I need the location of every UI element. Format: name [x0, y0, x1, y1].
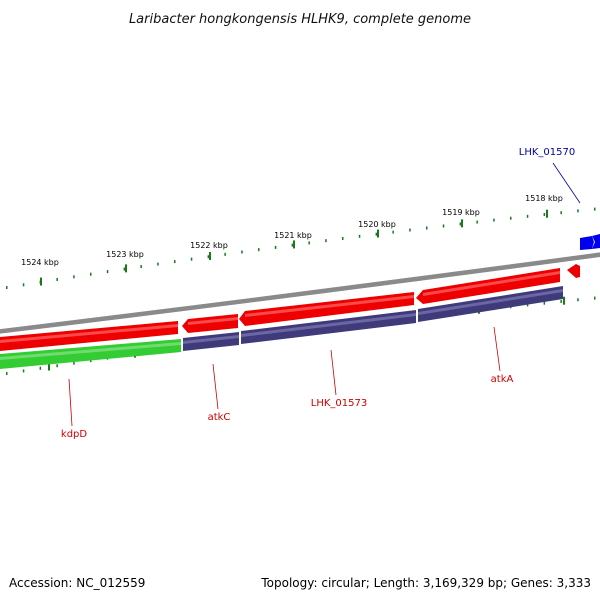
minor-tick: [190, 257, 193, 261]
major-tick: [377, 229, 379, 238]
minor-tick: [560, 211, 562, 215]
minor-tick: [543, 301, 546, 305]
minor-tick: [140, 265, 142, 269]
minor-tick: [325, 239, 327, 243]
minor-tick: [426, 226, 428, 230]
minor-tick: [6, 372, 8, 376]
minor-tick: [258, 248, 260, 252]
major-tick: [563, 296, 565, 305]
map-title: Laribacter hongkongensis HLHK9, complete…: [129, 12, 471, 27]
minor-tick: [73, 361, 75, 365]
major-tick: [125, 264, 127, 273]
forward-strand-features: [0, 264, 580, 351]
gene-label-atka[interactable]: atkA: [491, 374, 514, 385]
minor-tick: [409, 228, 411, 232]
minor-tick: [90, 359, 92, 363]
minor-tick: [442, 224, 445, 228]
gene-labels: LHK_01570 kdpD atkC LHK_01573 atkA: [61, 147, 575, 440]
minor-tick: [174, 260, 176, 264]
minor-tick: [358, 234, 361, 238]
minor-tick: [6, 286, 8, 290]
outer-tick-ring: [6, 207, 596, 290]
gene-label-atkc[interactable]: atkC: [208, 412, 231, 423]
minor-tick: [123, 267, 126, 271]
minor-tick: [274, 245, 277, 249]
minor-tick: [594, 296, 596, 300]
major-tick: [293, 240, 295, 249]
major-tick: [40, 277, 42, 286]
genome-summary-text: Topology: circular; Length: 3,169,329 bp…: [260, 576, 591, 590]
label-leaders: [68, 162, 581, 427]
kbp-labels: 1524 kbp 1523 kbp 1522 kbp 1521 kbp 1520…: [21, 194, 563, 267]
minor-tick: [224, 252, 226, 256]
minor-tick: [56, 364, 58, 368]
accession-text: Accession: NC_012559: [9, 576, 145, 590]
minor-tick: [308, 241, 310, 245]
minor-tick: [577, 209, 579, 213]
kbp-label-1521: 1521 kbp: [274, 231, 312, 240]
genome-backbone: [0, 252, 600, 334]
minor-tick: [493, 218, 495, 222]
minor-tick: [73, 275, 75, 279]
minor-tick: [56, 277, 58, 281]
major-tick: [48, 362, 50, 371]
minor-tick: [392, 230, 394, 234]
kbp-label-1523: 1523 kbp: [106, 250, 144, 259]
minor-tick: [594, 207, 596, 211]
minor-tick: [577, 298, 579, 302]
kbp-label-1518: 1518 kbp: [525, 194, 563, 203]
gene-blue-lhk01570[interactable]: [580, 234, 600, 250]
gene-label-kdpd[interactable]: kdpD: [61, 429, 87, 440]
minor-tick: [22, 369, 25, 373]
minor-tick: [543, 212, 546, 216]
minor-tick: [90, 272, 92, 276]
minor-tick: [560, 299, 562, 303]
gene-label-lhk01570[interactable]: LHK_01570: [519, 147, 575, 158]
minor-tick: [342, 236, 344, 240]
minor-tick: [207, 255, 210, 259]
minor-tick: [526, 303, 529, 307]
minor-tick: [510, 216, 512, 220]
reverse-strand-features: [0, 286, 563, 369]
minor-tick: [241, 250, 243, 254]
minor-tick: [526, 214, 529, 218]
kbp-label-1520: 1520 kbp: [358, 220, 396, 229]
kbp-label-1522: 1522 kbp: [190, 241, 228, 250]
cds-arrow-5[interactable]: [567, 264, 580, 278]
minor-tick: [459, 222, 462, 226]
minor-tick: [157, 262, 159, 266]
minor-tick: [106, 270, 109, 274]
minor-tick: [476, 220, 478, 224]
gene-label-lhk01573[interactable]: LHK_01573: [311, 398, 367, 409]
major-tick: [461, 219, 463, 228]
kbp-label-1524: 1524 kbp: [21, 258, 59, 267]
minor-tick: [291, 243, 294, 247]
minor-tick: [39, 366, 42, 370]
major-tick: [209, 252, 211, 261]
minor-tick: [22, 283, 25, 287]
kbp-label-1519: 1519 kbp: [442, 208, 480, 217]
major-tick: [546, 209, 548, 218]
minor-tick: [375, 232, 378, 236]
